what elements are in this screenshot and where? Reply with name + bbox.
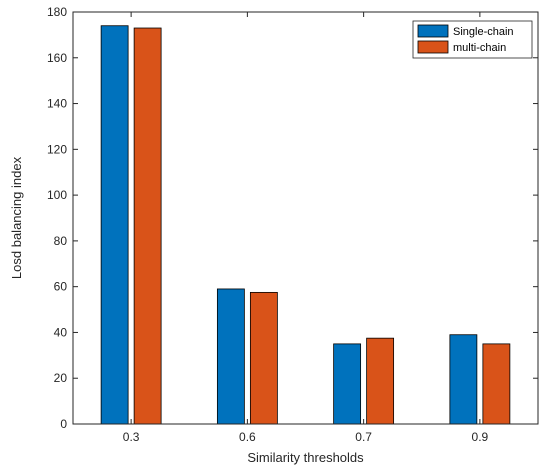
y-tick-label: 160	[47, 51, 67, 65]
legend-swatch-multi-chain	[417, 40, 449, 54]
y-tick-label: 140	[47, 97, 67, 111]
legend-label-single-chain: Single-chain	[453, 26, 514, 38]
bar-single-chain-0.3	[100, 25, 129, 425]
plot-frame	[72, 11, 539, 425]
bars-group	[100, 25, 511, 425]
x-tick-label: 0.3	[123, 430, 140, 444]
x-tick-label: 0.9	[472, 430, 489, 444]
y-tick-label: 40	[54, 325, 68, 339]
x-tick-label: 0.6	[239, 430, 256, 444]
bar-single-chain-0.9	[449, 334, 478, 425]
x-axis-title: Similarity thresholds	[247, 450, 364, 465]
bar-multi-chain-0.9	[482, 343, 511, 425]
legend-label-multi-chain: multi-chain	[453, 42, 506, 54]
y-tick-label: 80	[54, 234, 68, 248]
bar-single-chain-0.6	[216, 288, 245, 425]
bar-multi-chain-0.6	[249, 291, 278, 425]
y-tick-label: 0	[60, 417, 67, 431]
x-tick-label: 0.7	[355, 430, 372, 444]
bar-single-chain-0.7	[333, 343, 362, 425]
legend-swatch-single-chain	[417, 24, 449, 38]
y-axis-title: Losd balancing index	[9, 156, 24, 279]
legend: Single-chain multi-chain	[412, 20, 533, 59]
bar-multi-chain-0.3	[133, 27, 162, 425]
x-axis-ticks: 0.3 0.6 0.7 0.9	[123, 12, 489, 444]
y-tick-label: 100	[47, 188, 67, 202]
bar-multi-chain-0.7	[366, 337, 395, 425]
y-tick-label: 180	[47, 5, 67, 19]
y-tick-label: 20	[54, 371, 68, 385]
y-axis-ticks: 0 20 40 60 80 100 120 140 160 180	[47, 5, 538, 431]
y-tick-label: 60	[54, 280, 68, 294]
y-tick-label: 120	[47, 142, 67, 156]
